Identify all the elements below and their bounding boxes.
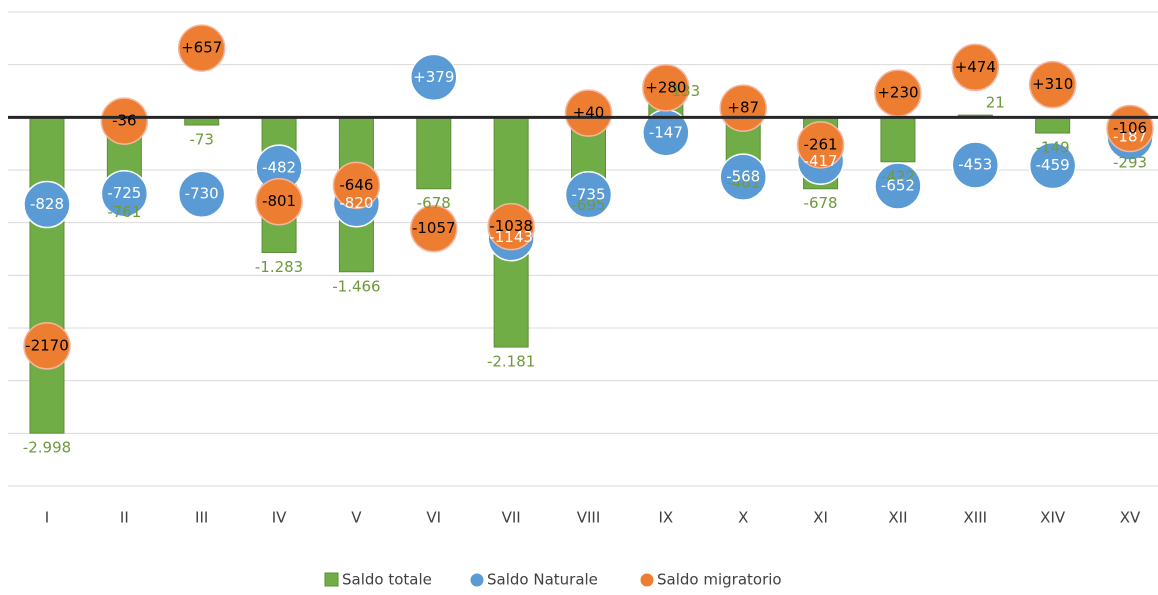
legend-label: Saldo migratorio bbox=[657, 571, 782, 589]
data-label: -735 bbox=[571, 185, 605, 203]
legend-swatch bbox=[324, 572, 339, 587]
data-label: +40 bbox=[573, 104, 605, 122]
data-label: -453 bbox=[958, 156, 992, 174]
legend-label: Saldo totale bbox=[342, 571, 432, 589]
bubble bbox=[564, 171, 613, 219]
x-tick-label: XV bbox=[1120, 509, 1141, 527]
legend-swatch bbox=[469, 572, 485, 588]
bubble bbox=[487, 202, 535, 251]
data-label: -801 bbox=[262, 192, 296, 210]
bubble bbox=[100, 169, 149, 218]
data-label: 133 bbox=[672, 82, 701, 100]
data-label: +657 bbox=[181, 39, 222, 57]
x-tick-label: XI bbox=[813, 509, 828, 527]
x-tick-label: VII bbox=[502, 509, 521, 527]
bar bbox=[880, 116, 916, 163]
bubble bbox=[951, 141, 1000, 189]
data-label: -417 bbox=[804, 152, 838, 170]
data-label: +379 bbox=[413, 68, 454, 86]
bubble bbox=[100, 97, 149, 145]
data-label: -2.181 bbox=[487, 353, 535, 371]
x-tick-label: XIV bbox=[1040, 509, 1066, 527]
data-label: +230 bbox=[877, 84, 918, 102]
data-label: -678 bbox=[417, 194, 451, 212]
data-label: -187 bbox=[1113, 128, 1147, 146]
data-label: -2.998 bbox=[23, 439, 71, 457]
data-label: -820 bbox=[339, 194, 373, 212]
bar bbox=[1035, 116, 1071, 134]
x-tick-label: X bbox=[738, 509, 748, 527]
x-tick-label: IV bbox=[272, 509, 287, 527]
bubble bbox=[642, 64, 690, 112]
data-label: -293 bbox=[1113, 154, 1147, 172]
bar bbox=[29, 116, 65, 434]
data-label: -482 bbox=[262, 159, 296, 177]
bubble bbox=[23, 180, 71, 229]
bubble bbox=[332, 161, 381, 210]
data-label: -73 bbox=[189, 131, 214, 149]
x-tick-label: XIII bbox=[964, 509, 988, 527]
bubble bbox=[874, 162, 922, 210]
data-label: -1057 bbox=[412, 219, 456, 237]
bubble bbox=[1028, 141, 1077, 190]
bubble bbox=[951, 43, 1000, 92]
data-label: -36 bbox=[112, 112, 137, 130]
data-label: -459 bbox=[1036, 156, 1070, 174]
data-label: 21 bbox=[986, 94, 1005, 112]
data-label: -761 bbox=[107, 203, 141, 221]
data-label: +474 bbox=[955, 58, 996, 76]
data-label: -261 bbox=[804, 135, 838, 153]
data-label: -1143 bbox=[489, 228, 533, 246]
data-label: -695 bbox=[571, 196, 605, 214]
data-label: -1038 bbox=[489, 217, 533, 235]
data-label: +310 bbox=[1032, 75, 1073, 93]
bubble bbox=[1028, 60, 1077, 109]
data-label: -568 bbox=[726, 168, 760, 186]
data-label: -1.283 bbox=[255, 258, 303, 276]
data-label: -678 bbox=[804, 194, 838, 212]
data-label: -147 bbox=[649, 123, 683, 141]
bubble bbox=[23, 322, 71, 370]
x-tick-label: XII bbox=[888, 509, 907, 527]
data-label: -1.466 bbox=[332, 277, 380, 295]
data-label: -828 bbox=[30, 195, 64, 213]
legend-label: Saldo Naturale bbox=[487, 571, 598, 589]
bubble bbox=[177, 24, 226, 72]
data-label: +87 bbox=[727, 99, 759, 117]
bubble bbox=[255, 177, 303, 226]
x-tick-label: V bbox=[351, 509, 362, 527]
bubble bbox=[719, 153, 767, 201]
bar bbox=[416, 116, 452, 190]
data-label: +280 bbox=[645, 78, 686, 96]
data-label: -106 bbox=[1113, 119, 1147, 137]
x-tick-label: I bbox=[45, 509, 49, 527]
data-label: -646 bbox=[339, 176, 373, 194]
x-tick-label: II bbox=[120, 509, 129, 527]
bubble bbox=[796, 121, 845, 169]
x-tick-label: III bbox=[195, 509, 208, 527]
bubble bbox=[410, 204, 458, 253]
x-tick-label: VI bbox=[426, 509, 441, 527]
data-label: -149 bbox=[1036, 139, 1070, 157]
bubble bbox=[719, 84, 767, 132]
legend-swatch bbox=[639, 572, 655, 588]
data-label: -2170 bbox=[25, 336, 69, 354]
bubble bbox=[177, 170, 226, 218]
data-label: -725 bbox=[107, 184, 141, 202]
bubble bbox=[564, 89, 613, 137]
x-tick-label: IX bbox=[659, 509, 674, 527]
data-label: -730 bbox=[185, 185, 219, 203]
x-tick-label: VIII bbox=[577, 509, 601, 527]
data-label: -481 bbox=[726, 173, 760, 191]
data-label: -422 bbox=[881, 167, 915, 185]
bubble bbox=[410, 53, 458, 102]
data-label: -652 bbox=[881, 177, 915, 195]
